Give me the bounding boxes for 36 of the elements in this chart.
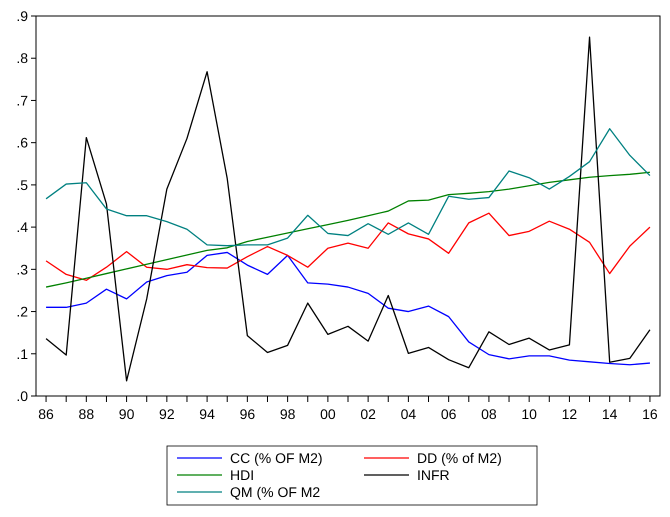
legend-label: HDI <box>230 467 254 483</box>
y-tick-label: .4 <box>16 219 28 236</box>
y-tick-label: .8 <box>16 50 28 66</box>
x-tick-label: 04 <box>400 406 416 422</box>
x-tick-label: 00 <box>320 406 336 422</box>
y-tick-label: .9 <box>16 8 28 24</box>
line-series <box>45 252 651 366</box>
y-tick-label: .7 <box>16 92 28 108</box>
x-tick-label: 10 <box>521 406 538 422</box>
x-tick-label: 16 <box>642 406 658 422</box>
legend-label: INFR <box>417 467 450 483</box>
y-tick-label: .1 <box>16 346 28 362</box>
legend-label: DD (% of M2) <box>417 450 502 466</box>
x-tick-label: 08 <box>481 406 497 422</box>
y-tick-label: .3 <box>16 261 28 278</box>
legend-label: QM (% OF M2 <box>230 484 320 500</box>
x-tick-label: 02 <box>360 406 376 422</box>
line-series <box>45 128 651 246</box>
x-tick-label: 06 <box>440 406 457 422</box>
x-tick-label: 86 <box>38 406 54 422</box>
x-tick-label: 98 <box>280 406 296 422</box>
line-series <box>45 212 651 281</box>
x-tick-label: 92 <box>159 406 175 422</box>
x-tick-label: 96 <box>240 406 256 422</box>
y-tick-label: .2 <box>16 304 28 320</box>
line-series <box>45 36 651 382</box>
x-tick-label: 88 <box>78 406 94 422</box>
y-tick-label: .5 <box>16 176 28 193</box>
x-tick-label: 90 <box>118 406 135 422</box>
legend-label: CC (% OF M2) <box>230 450 323 466</box>
y-tick-label: .0 <box>16 388 28 404</box>
line-series <box>45 172 651 288</box>
y-tick-label: .6 <box>16 134 28 151</box>
x-tick-label: 94 <box>199 406 216 422</box>
x-tick-label: 12 <box>562 406 578 422</box>
x-tick-label: 14 <box>602 406 618 422</box>
